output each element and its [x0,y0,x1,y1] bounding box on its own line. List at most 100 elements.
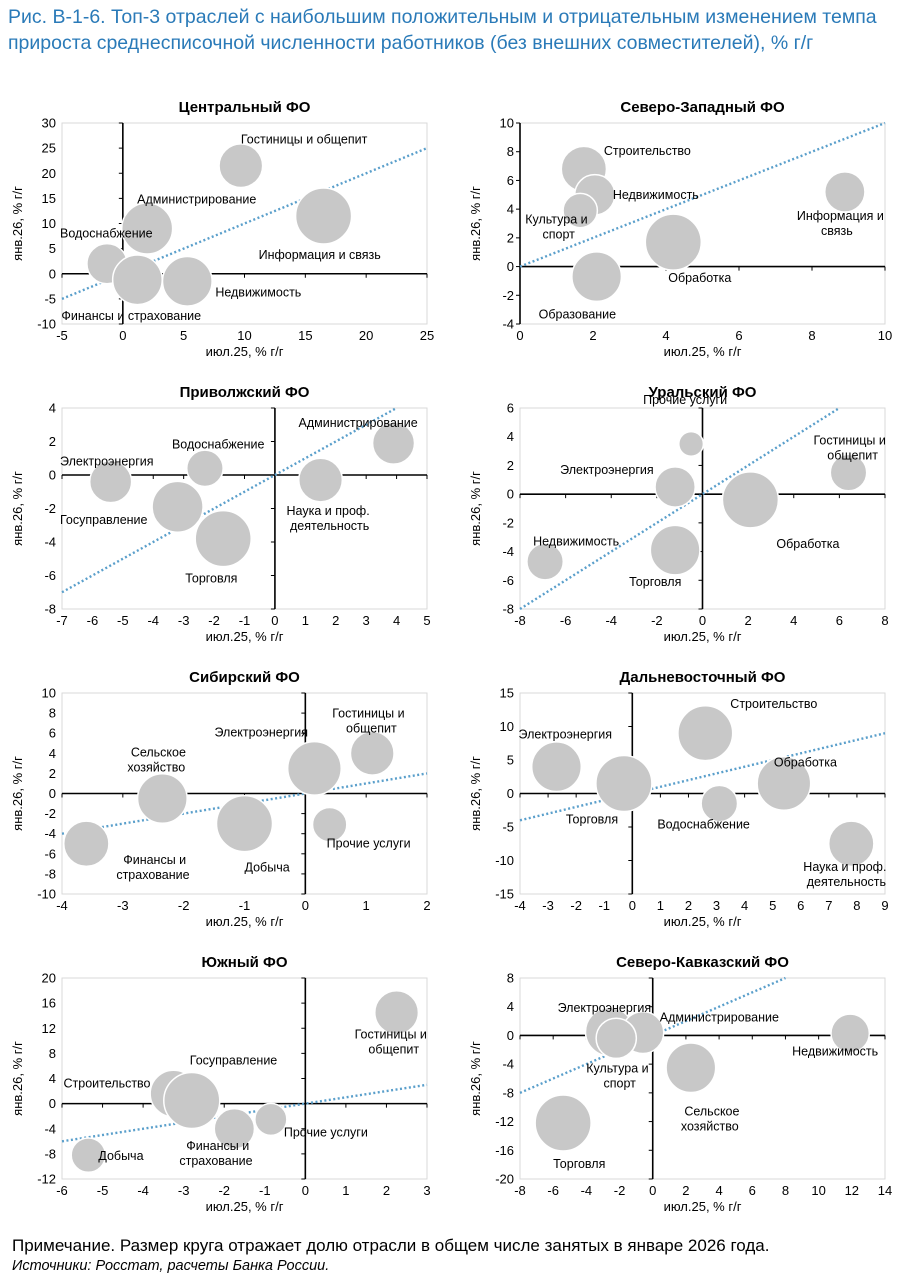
y-tick-label: 10 [42,686,56,701]
bubble-point [371,421,416,465]
bubble-label: Торговля [553,1157,605,1171]
bubble-label: Гостиницы и общепит [814,434,886,463]
chart-svg: Приволжский ФО -7 -6 -5 -4 -3 -2 -1 0 1 2 3 4 5 -8 -6 -4… [10,384,431,644]
y-tick-label: -4 [502,317,514,332]
x-tick-label: 5 [769,898,776,913]
bubble-label: Электроэнергия [214,725,308,739]
bubble-label: Прочие услуги [327,837,411,851]
x-tick-label: -3 [178,1183,190,1198]
x-tick-label: 12 [845,1183,859,1198]
y-axis-label: янв.26, % г/г [10,1041,25,1116]
y-tick-label: 4 [49,746,56,761]
y-axis-label: янв.26, % г/г [468,756,483,831]
bubble-label: Торговля [185,572,237,586]
x-tick-label: -1 [239,898,251,913]
y-tick-label: 2 [507,230,514,245]
bubble-point [70,1137,107,1174]
y-tick-label: -12 [495,1114,514,1129]
chart-northcaucasus: Северо-Кавказский ФО -8 -6 -4 -2 0 2 4 6 8 10 12 14-… [458,945,908,1230]
bubble-label: Недвижимость [533,535,619,549]
bubble-label: Наука и проф. деятельность [803,860,886,889]
y-tick-label: 20 [42,971,56,986]
x-tick-label: 15 [298,328,312,343]
x-tick-label: -4 [137,1183,149,1198]
y-tick-label: -2 [502,288,514,303]
bubble-label: Водоснабжение [172,437,265,451]
figure-title: Рис. В-1-6. Топ-3 отраслей с наибольшим … [8,6,877,54]
x-tick-label: 6 [749,1183,756,1198]
bubble-label: Администрирование [137,193,256,207]
bubble-label: Водоснабжение [60,227,153,241]
trend-line [61,147,428,300]
bubble-label: Электроэнергия [519,728,613,742]
bubble-label: Торговля [566,812,618,826]
x-tick-label: 3 [363,613,370,628]
y-tick-label: 0 [49,468,56,483]
x-tick-label: -4 [56,898,68,913]
chart-svg: Центральный ФО-5 0 5 10 15 20 25-10-5051015202… [10,99,434,359]
bubble-label: Недвижимость [792,1044,878,1058]
y-tick-label: -12 [37,1172,56,1187]
y-tick-label: -8 [44,866,56,881]
x-tick-label: 1 [363,898,370,913]
chart-title: Дальневосточный ФО [620,669,786,686]
x-tick-label: -6 [560,613,572,628]
bubble-point [824,171,866,213]
x-axis-label: июл.25, % г/г [206,1199,284,1214]
y-tick-label: -16 [495,1143,514,1158]
y-tick-label: -8 [44,1146,56,1161]
bubble-label: Водоснабжение [657,818,750,832]
y-tick-label: -8 [44,602,56,617]
x-tick-label: -1 [259,1183,271,1198]
chart-title: Северо-Кавказский ФО [616,954,789,971]
y-tick-label: 2 [49,766,56,781]
y-axis-label: янв.26, % г/г [468,471,483,546]
x-tick-label: 2 [745,613,752,628]
bubble-label: Гостиницы и общепит [355,1028,427,1057]
y-tick-label: 30 [42,116,56,131]
bubble-point [644,213,703,271]
x-tick-label: -8 [514,613,526,628]
x-tick-label: 6 [735,328,742,343]
x-tick-label: 2 [383,1183,390,1198]
x-tick-label: 1 [302,613,309,628]
y-tick-label: 8 [49,706,56,721]
bubble-point [678,430,705,457]
bubble-point [530,741,583,793]
chart-svg: Дальневосточный ФО-4 -3 -2 -1 0 1 2 3 4 5 6 7 8 9-15-… [468,669,889,929]
y-tick-label: 0 [507,259,514,274]
y-tick-label: -6 [44,846,56,861]
bubble-point [136,772,188,825]
trend-line [61,406,398,594]
x-tick-label: 2 [685,898,692,913]
bubble-label: Обработка [776,537,839,551]
bubble-label: Госуправление [190,1053,278,1067]
bubble-label: Добыча [245,861,290,875]
bubble-label: Электроэнергия [60,455,154,469]
y-tick-label: 25 [42,141,56,156]
x-tick-label: 8 [808,328,815,343]
bubble-label: Добыча [98,1149,143,1163]
y-tick-label: 8 [507,971,514,986]
x-axis-label: июл.25, % г/г [664,914,742,929]
x-tick-label: 2 [682,1183,689,1198]
y-tick-label: 10 [500,719,514,734]
y-tick-label: 4 [49,1071,56,1086]
chart-svg: Южный ФО-6 -5 -4 -3 -2 -1 0 1 2 3-12-8-4048121620… [10,954,431,1214]
x-tick-label: -2 [178,898,190,913]
y-tick-label: 6 [507,401,514,416]
x-tick-label: 6 [797,898,804,913]
x-tick-label: -4 [147,613,159,628]
chart-central: Центральный ФО -5 0 5 10 15 20 25 -10 -5 0 5 10 15 20 2… [0,90,450,375]
y-tick-label: 5 [49,241,56,256]
y-tick-label: 12 [42,1021,56,1036]
bubble-point [161,255,213,307]
x-tick-label: 8 [881,613,888,628]
x-tick-label: 10 [878,328,892,343]
x-tick-label: 0 [629,898,636,913]
x-tick-label: -5 [56,328,68,343]
x-tick-label: -3 [178,613,190,628]
y-tick-label: 0 [49,1096,56,1111]
chart-title: Сибирский ФО [189,669,300,686]
bubble-point [756,755,812,811]
